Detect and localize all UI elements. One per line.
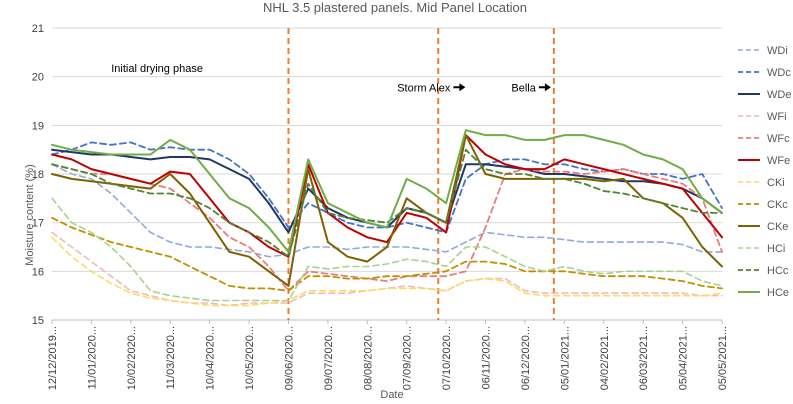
series-line-cke bbox=[51, 134, 723, 287]
x-tick-label: 08/08/2020... bbox=[362, 326, 374, 390]
x-tick-label: 04/02/2021... bbox=[599, 326, 611, 390]
y-tick-label: 18 bbox=[32, 169, 44, 181]
legend-label: WDi bbox=[767, 45, 788, 57]
legend-label: HCe bbox=[767, 287, 789, 299]
series-line-hci bbox=[51, 197, 723, 302]
legend-label: CKi bbox=[767, 177, 785, 189]
annotation-label: Initial drying phase bbox=[111, 63, 203, 75]
chart-title: NHL 3.5 plastered panels. Mid Panel Loca… bbox=[263, 0, 527, 15]
arrow-head-icon bbox=[544, 83, 551, 92]
annotations: Initial drying phase Storm Alex Bella bbox=[111, 63, 551, 94]
x-tick-label: 09/07/2020... bbox=[323, 326, 335, 390]
y-tick-label: 16 bbox=[32, 266, 44, 278]
x-tick-label: 05/05/2021... bbox=[717, 326, 729, 390]
x-tick-label: 06/12/2020... bbox=[520, 326, 532, 390]
x-tick-label: 07/10/2020... bbox=[441, 326, 453, 390]
legend-label: CKc bbox=[767, 199, 788, 211]
x-tick-label: 05/04/2021... bbox=[678, 326, 690, 390]
gridlines bbox=[52, 27, 722, 321]
y-axis-ticks: 15 16 17 18 19 20 21 bbox=[32, 23, 44, 327]
annotation-label: Storm Alex bbox=[397, 82, 451, 94]
legend-label: WDe bbox=[767, 89, 791, 101]
legend-label: HCc bbox=[767, 265, 789, 277]
x-tick-label: 10/02/2020... bbox=[126, 326, 138, 390]
series-line-cki bbox=[51, 236, 723, 307]
series-line-wde bbox=[51, 148, 723, 234]
legend-label: WFc bbox=[767, 133, 790, 145]
series-line-wfe bbox=[51, 134, 723, 258]
x-tick-label: 10/05/2020... bbox=[244, 326, 256, 390]
x-tick-label: 07/09/2020... bbox=[402, 326, 414, 390]
series-line-hce bbox=[51, 129, 723, 253]
y-axis-title: Moisture content (%) bbox=[24, 164, 36, 265]
series-line-wfi bbox=[51, 231, 723, 307]
arrow-head-icon bbox=[459, 83, 466, 92]
annotation-label: Bella bbox=[511, 82, 536, 94]
y-tick-label: 15 bbox=[32, 315, 44, 327]
series-line-ckc bbox=[51, 216, 723, 292]
x-tick-label: 11/03/2020... bbox=[165, 326, 177, 389]
x-axis-title: Date bbox=[380, 389, 403, 401]
x-tick-label: 05/01/2021... bbox=[559, 326, 571, 390]
legend-label: WFe bbox=[767, 155, 790, 167]
x-tick-label: 06/11/2020... bbox=[481, 326, 493, 389]
y-tick-label: 20 bbox=[32, 72, 44, 84]
legend-label: HCi bbox=[767, 243, 785, 255]
series-line-hcc bbox=[51, 148, 723, 258]
y-tick-label: 19 bbox=[32, 120, 44, 132]
series-lines bbox=[51, 129, 723, 307]
x-tick-label: 12/12/2019... bbox=[47, 326, 59, 390]
legend: WDi WDc WDe WFi WFc WFe CKi CKc CKe HCi HCc HCe bbox=[738, 45, 791, 299]
legend-label: CKe bbox=[767, 221, 788, 233]
x-tick-label: 11/01/2020... bbox=[86, 326, 98, 389]
series-line-wfc bbox=[51, 163, 723, 292]
x-tick-label: 06/03/2021... bbox=[638, 326, 650, 390]
legend-label: WDc bbox=[767, 67, 791, 79]
x-axis-ticks: 12/12/2019... 11/01/2020... 10/02/2020... 1… bbox=[47, 320, 729, 390]
x-tick-label: 10/04/2020... bbox=[205, 326, 217, 390]
x-tick-label: 09/06/2020... bbox=[283, 326, 295, 390]
legend-label: WFi bbox=[767, 111, 787, 123]
y-tick-label: 21 bbox=[32, 23, 44, 35]
y-tick-label: 17 bbox=[32, 218, 44, 230]
